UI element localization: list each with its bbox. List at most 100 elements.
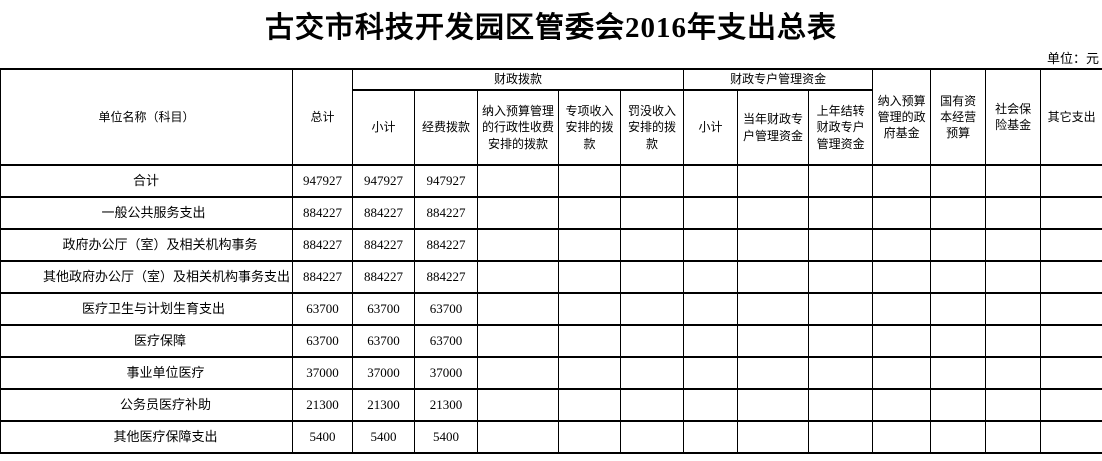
empty-cell <box>558 420 621 454</box>
empty-cell <box>737 388 810 422</box>
empty-cell <box>619 324 685 358</box>
value-cell-subtotal: 21300 <box>352 388 415 422</box>
empty-cell <box>872 356 932 390</box>
empty-cell <box>930 324 987 358</box>
empty-cell <box>683 324 739 358</box>
value-cell-subtotal: 947927 <box>352 164 415 198</box>
empty-cell <box>737 292 810 326</box>
empty-cell <box>558 388 621 422</box>
header-fiscal-group: 财政拨款 <box>351 68 685 91</box>
empty-cell <box>808 260 874 294</box>
value-cell-subtotal: 37000 <box>352 356 415 390</box>
value-cell-total: 884227 <box>292 260 353 294</box>
header-special-carryover: 上年结转财政专户管理资金 <box>808 89 874 166</box>
empty-cell <box>930 292 987 326</box>
header-fiscal-special-income: 专项收入安排的拨款 <box>558 89 621 166</box>
value-cell-funds: 37000 <box>414 356 478 390</box>
empty-cell <box>737 324 810 358</box>
row-label-cell: 政府办公厅（室）及相关机构事务 <box>0 228 293 262</box>
value-cell-funds: 5400 <box>414 420 478 454</box>
empty-cell <box>985 260 1042 294</box>
empty-cell <box>808 164 874 198</box>
empty-cell <box>1040 228 1102 262</box>
header-social-insurance: 社会保险基金 <box>985 68 1042 166</box>
empty-cell <box>930 356 987 390</box>
value-cell-subtotal: 63700 <box>352 292 415 326</box>
empty-cell <box>872 292 932 326</box>
empty-cell <box>808 292 874 326</box>
empty-cell <box>872 164 932 198</box>
empty-cell <box>619 196 685 230</box>
empty-cell <box>737 260 810 294</box>
empty-cell <box>683 420 739 454</box>
row-label-cell: 医疗卫生与计划生育支出 <box>0 292 293 326</box>
empty-cell <box>1040 260 1102 294</box>
table-row: 医疗卫生与计划生育支出 63700 63700 63700 <box>0 292 1102 326</box>
empty-cell <box>683 356 739 390</box>
empty-cell <box>558 228 621 262</box>
empty-cell <box>683 260 739 294</box>
empty-cell <box>985 228 1042 262</box>
empty-cell <box>477 324 559 358</box>
empty-cell <box>1040 356 1102 390</box>
empty-cell <box>477 356 559 390</box>
value-cell-total: 947927 <box>292 164 353 198</box>
value-cell-funds: 884227 <box>414 196 478 230</box>
empty-cell <box>737 228 810 262</box>
empty-cell <box>683 196 739 230</box>
value-cell-funds: 884227 <box>414 260 478 294</box>
empty-cell <box>683 228 739 262</box>
empty-cell <box>619 420 685 454</box>
value-cell-funds: 63700 <box>414 292 478 326</box>
header-state-capital: 国有资本经营预算 <box>930 68 987 166</box>
header-fiscal-admin-fees: 纳入预算管理的行政性收费安排的拨款 <box>477 89 559 166</box>
empty-cell <box>930 260 987 294</box>
expenditure-table: 单位名称（科目） 总计 财政拨款 财政专户管理资金 纳入预算管理的政府基金 国有… <box>0 68 1102 454</box>
empty-cell <box>619 260 685 294</box>
empty-cell <box>619 292 685 326</box>
page-title: 古交市科技开发园区管委会2016年支出总表 <box>264 12 837 44</box>
empty-cell <box>737 420 810 454</box>
empty-cell <box>477 292 559 326</box>
header-special-current-year: 当年财政专户管理资金 <box>737 89 810 166</box>
row-label-cell: 公务员医疗补助 <box>0 388 293 422</box>
empty-cell <box>477 420 559 454</box>
header-special-group: 财政专户管理资金 <box>683 68 874 91</box>
header-group-row: 单位名称（科目） 总计 财政拨款 财政专户管理资金 纳入预算管理的政府基金 国有… <box>0 68 1102 166</box>
empty-cell <box>558 164 621 198</box>
value-cell-subtotal: 884227 <box>352 260 415 294</box>
row-label-cell: 其他医疗保障支出 <box>0 420 293 454</box>
empty-cell <box>477 196 559 230</box>
table-row: 合计 947927 947927 947927 <box>0 164 1102 198</box>
empty-cell <box>558 292 621 326</box>
row-label-cell: 事业单位医疗 <box>0 356 293 390</box>
value-cell-total: 884227 <box>292 228 353 262</box>
empty-cell <box>558 324 621 358</box>
empty-cell <box>985 420 1042 454</box>
empty-cell <box>477 164 559 198</box>
header-total: 总计 <box>292 68 353 166</box>
value-cell-funds: 63700 <box>414 324 478 358</box>
empty-cell <box>985 292 1042 326</box>
table-row: 政府办公厅（室）及相关机构事务 884227 884227 884227 <box>0 228 1102 262</box>
empty-cell <box>872 260 932 294</box>
unit-note: 单位：元 <box>1046 51 1099 66</box>
empty-cell <box>619 388 685 422</box>
table-row: 事业单位医疗 37000 37000 37000 <box>0 356 1102 390</box>
empty-cell <box>985 388 1042 422</box>
empty-cell <box>683 292 739 326</box>
empty-cell <box>1040 420 1102 454</box>
row-label-cell: 一般公共服务支出 <box>0 196 293 230</box>
table-header: 单位名称（科目） 总计 财政拨款 财政专户管理资金 纳入预算管理的政府基金 国有… <box>0 68 1102 166</box>
empty-cell <box>985 324 1042 358</box>
empty-cell <box>985 356 1042 390</box>
empty-cell <box>1040 324 1102 358</box>
empty-cell <box>930 228 987 262</box>
empty-cell <box>1040 196 1102 230</box>
row-label-cell: 合计 <box>0 164 293 198</box>
header-special-subtotal: 小计 <box>683 89 739 166</box>
header-other: 其它支出 <box>1040 68 1102 166</box>
empty-cell <box>477 260 559 294</box>
empty-cell <box>619 228 685 262</box>
